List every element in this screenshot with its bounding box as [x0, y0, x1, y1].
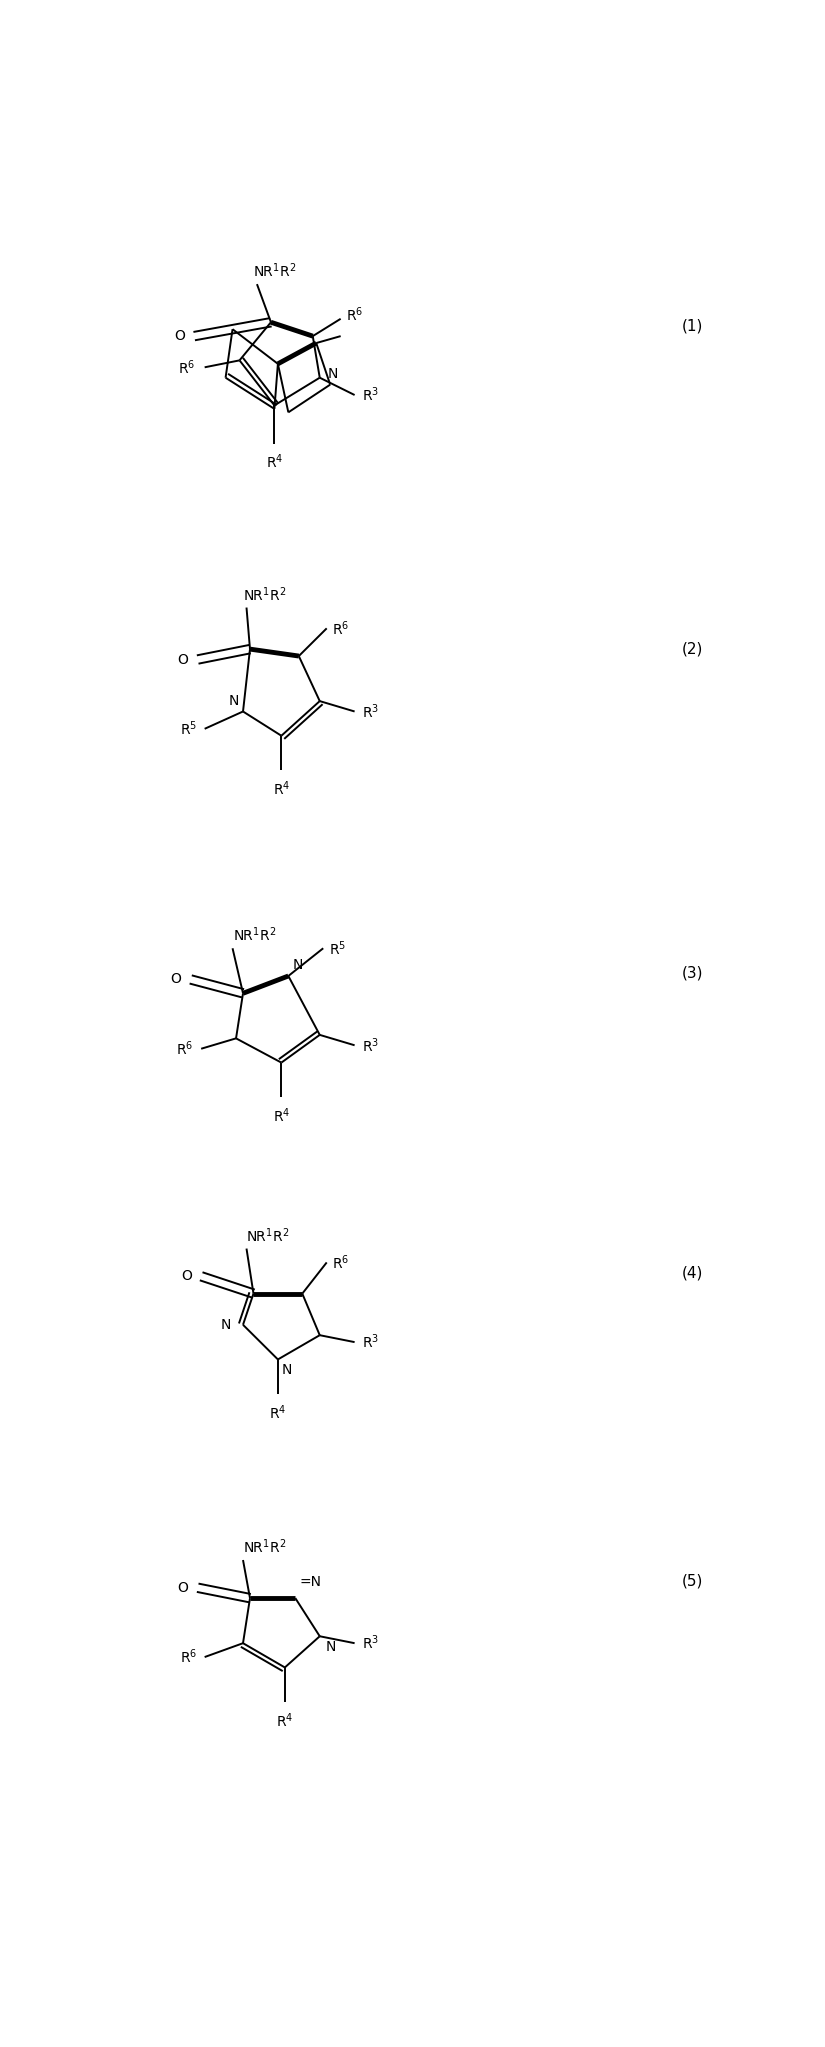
Text: O: O [177, 1580, 188, 1595]
Text: R$^3$: R$^3$ [362, 1634, 380, 1652]
Text: (5): (5) [681, 1574, 703, 1588]
Text: O: O [177, 653, 188, 667]
Text: N: N [292, 958, 303, 972]
Text: O: O [171, 972, 182, 987]
Text: O: O [174, 330, 185, 344]
Text: N: N [282, 1363, 292, 1378]
Text: R$^4$: R$^4$ [273, 780, 290, 798]
Text: R$^4$: R$^4$ [276, 1711, 294, 1730]
Text: N: N [328, 366, 338, 381]
Text: R$^6$: R$^6$ [178, 358, 196, 377]
Text: N: N [326, 1640, 337, 1654]
Text: R$^4$: R$^4$ [266, 452, 283, 471]
Text: (4): (4) [681, 1265, 703, 1279]
Text: R$^6$: R$^6$ [332, 1253, 350, 1271]
Text: R$^5$: R$^5$ [329, 940, 346, 958]
Text: R$^3$: R$^3$ [362, 1036, 380, 1054]
Text: N: N [221, 1318, 231, 1333]
Text: R$^6$: R$^6$ [346, 305, 363, 323]
Text: R$^4$: R$^4$ [269, 1404, 286, 1423]
Text: NR$^1$R$^2$: NR$^1$R$^2$ [253, 262, 296, 280]
Text: R$^6$: R$^6$ [180, 1648, 197, 1666]
Text: (1): (1) [681, 317, 703, 334]
Text: R$^3$: R$^3$ [362, 1333, 380, 1351]
Text: R$^3$: R$^3$ [362, 385, 380, 405]
Text: R$^4$: R$^4$ [273, 1107, 290, 1126]
Text: NR$^1$R$^2$: NR$^1$R$^2$ [247, 1226, 290, 1245]
Text: R$^6$: R$^6$ [332, 618, 350, 637]
Text: N: N [229, 694, 239, 708]
Text: R$^6$: R$^6$ [176, 1040, 193, 1058]
Text: =N: =N [299, 1574, 321, 1588]
Text: R$^5$: R$^5$ [180, 718, 197, 739]
Text: NR$^1$R$^2$: NR$^1$R$^2$ [243, 585, 286, 604]
Text: R$^3$: R$^3$ [362, 702, 380, 721]
Text: (2): (2) [681, 641, 703, 657]
Text: NR$^1$R$^2$: NR$^1$R$^2$ [243, 1537, 286, 1556]
Text: NR$^1$R$^2$: NR$^1$R$^2$ [233, 925, 276, 944]
Text: (3): (3) [681, 964, 703, 981]
Text: O: O [181, 1269, 192, 1283]
